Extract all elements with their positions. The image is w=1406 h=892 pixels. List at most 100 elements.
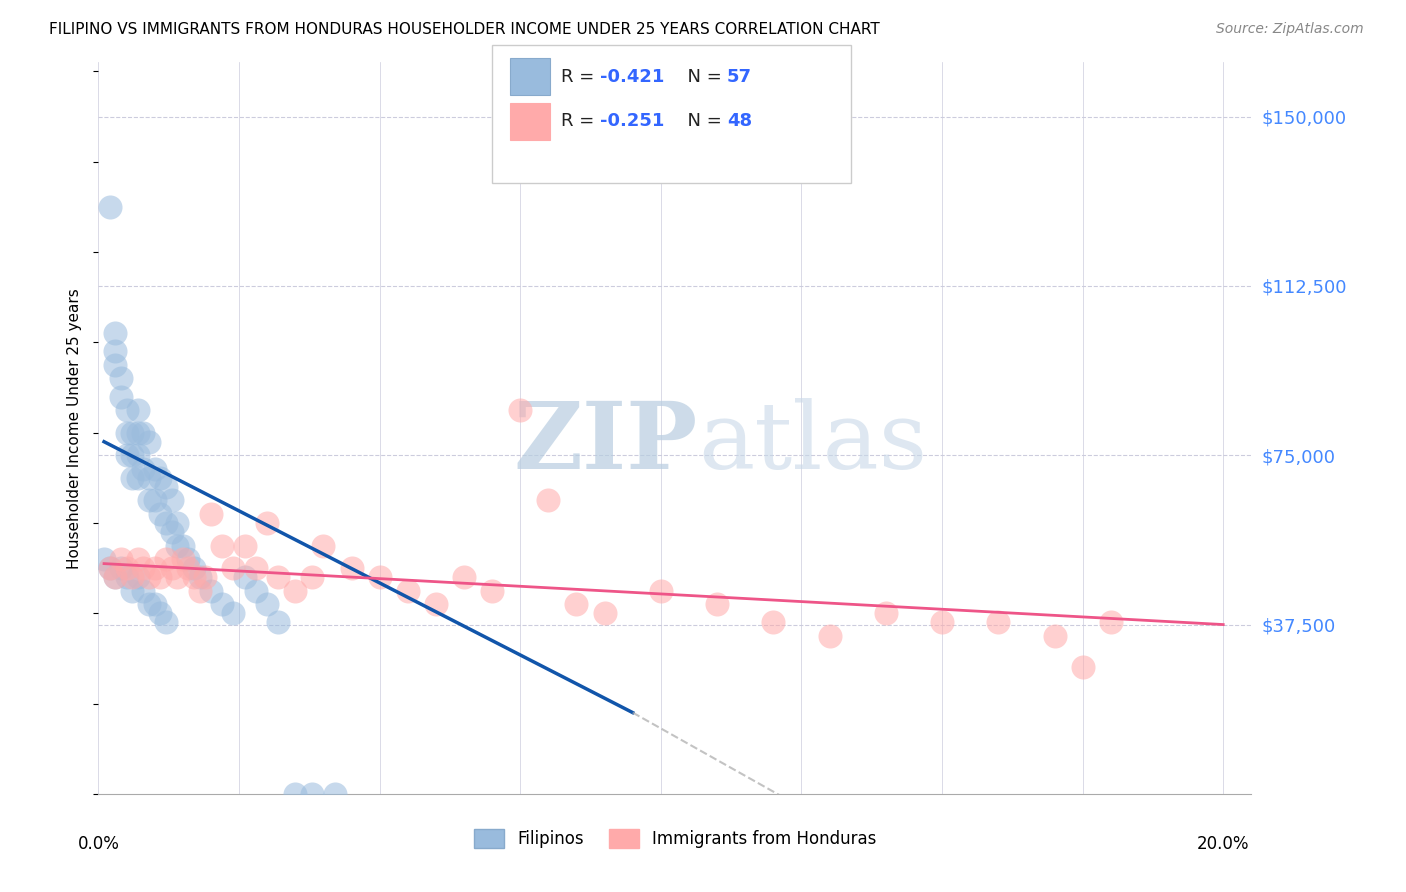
Point xyxy=(166,516,188,530)
Point xyxy=(222,561,245,575)
Text: 48: 48 xyxy=(727,112,752,130)
Y-axis label: Householder Income Under 25 years: Householder Income Under 25 years xyxy=(67,288,83,568)
Point xyxy=(301,787,323,801)
Text: -0.421: -0.421 xyxy=(600,68,665,86)
Point xyxy=(143,493,166,508)
Point xyxy=(160,493,183,508)
Point xyxy=(256,597,278,611)
Point xyxy=(818,629,841,643)
Point xyxy=(155,480,177,494)
Point xyxy=(194,570,217,584)
Text: ZIP: ZIP xyxy=(513,398,697,488)
Point xyxy=(143,462,166,476)
Point xyxy=(104,570,127,584)
Point xyxy=(127,552,149,566)
Text: 20.0%: 20.0% xyxy=(1197,835,1250,853)
Text: N =: N = xyxy=(676,112,728,130)
Point xyxy=(425,597,447,611)
Point xyxy=(98,561,121,575)
Point xyxy=(115,403,138,417)
Point xyxy=(650,583,672,598)
Point xyxy=(211,597,233,611)
Text: atlas: atlas xyxy=(697,398,927,488)
Point xyxy=(1099,615,1122,630)
Point xyxy=(115,425,138,440)
Point xyxy=(233,570,256,584)
Point xyxy=(149,570,172,584)
Point xyxy=(453,570,475,584)
Point xyxy=(481,583,503,598)
Point xyxy=(132,561,155,575)
Point xyxy=(267,615,290,630)
Point xyxy=(183,570,205,584)
Point xyxy=(931,615,953,630)
Point xyxy=(155,516,177,530)
Text: R =: R = xyxy=(561,112,600,130)
Point xyxy=(104,344,127,359)
Point xyxy=(127,403,149,417)
Point xyxy=(127,448,149,462)
Point xyxy=(121,425,143,440)
Point xyxy=(132,583,155,598)
Point xyxy=(183,561,205,575)
Point xyxy=(211,539,233,553)
Point xyxy=(222,607,245,621)
Point xyxy=(245,561,267,575)
Point xyxy=(245,583,267,598)
Point xyxy=(93,552,115,566)
Point xyxy=(396,583,419,598)
Point xyxy=(104,570,127,584)
Point xyxy=(110,390,132,404)
Point xyxy=(143,597,166,611)
Text: N =: N = xyxy=(676,68,728,86)
Point xyxy=(368,570,391,584)
Point xyxy=(138,471,160,485)
Point xyxy=(233,539,256,553)
Point xyxy=(149,471,172,485)
Point xyxy=(104,326,127,341)
Point xyxy=(104,358,127,372)
Text: Source: ZipAtlas.com: Source: ZipAtlas.com xyxy=(1216,22,1364,37)
Point xyxy=(121,471,143,485)
Point xyxy=(172,539,194,553)
Point xyxy=(127,425,149,440)
Point xyxy=(138,570,160,584)
Point xyxy=(121,570,143,584)
Point xyxy=(115,561,138,575)
Text: FILIPINO VS IMMIGRANTS FROM HONDURAS HOUSEHOLDER INCOME UNDER 25 YEARS CORRELATI: FILIPINO VS IMMIGRANTS FROM HONDURAS HOU… xyxy=(49,22,880,37)
Point xyxy=(115,448,138,462)
Legend: Filipinos, Immigrants from Honduras: Filipinos, Immigrants from Honduras xyxy=(467,822,883,855)
Point xyxy=(138,493,160,508)
Point xyxy=(132,425,155,440)
Text: -0.251: -0.251 xyxy=(600,112,665,130)
Point xyxy=(188,570,211,584)
Point xyxy=(155,615,177,630)
Point xyxy=(155,552,177,566)
Point xyxy=(323,787,346,801)
Point xyxy=(143,561,166,575)
Point xyxy=(132,462,155,476)
Point xyxy=(762,615,785,630)
Text: 57: 57 xyxy=(727,68,752,86)
Point xyxy=(110,552,132,566)
Point xyxy=(110,561,132,575)
Point xyxy=(110,371,132,385)
Point xyxy=(115,570,138,584)
Point xyxy=(267,570,290,584)
Point xyxy=(127,471,149,485)
Point xyxy=(875,607,897,621)
Point xyxy=(200,583,222,598)
Point xyxy=(172,552,194,566)
Point xyxy=(312,539,335,553)
Point xyxy=(121,448,143,462)
Point xyxy=(188,583,211,598)
Point xyxy=(301,570,323,584)
Point xyxy=(121,583,143,598)
Point xyxy=(706,597,728,611)
Point xyxy=(1071,660,1094,674)
Point xyxy=(340,561,363,575)
Point xyxy=(200,507,222,521)
Point xyxy=(149,607,172,621)
Point xyxy=(166,570,188,584)
Point xyxy=(177,561,200,575)
